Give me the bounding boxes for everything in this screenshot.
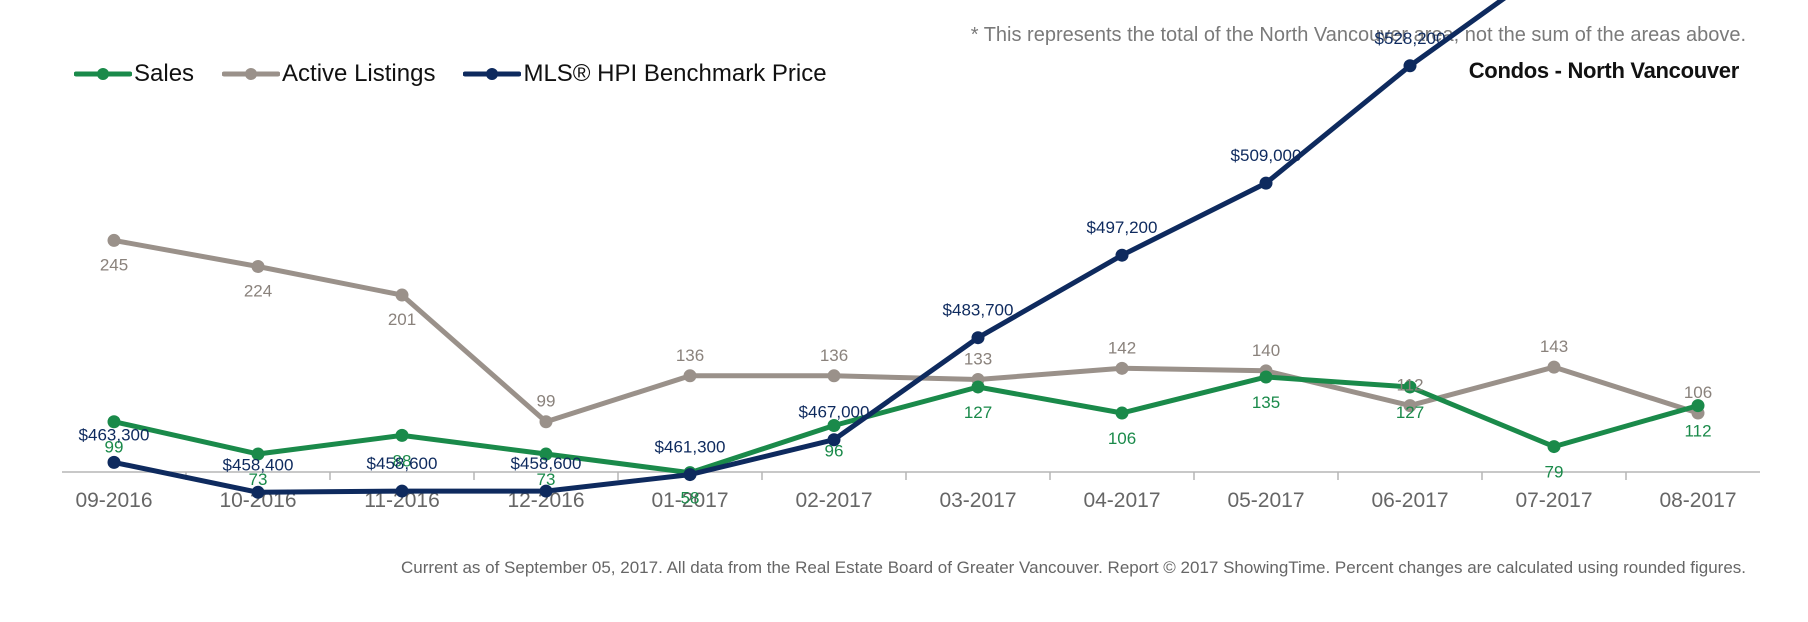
legend-item-benchmark-price: MLS® HPI Benchmark Price bbox=[463, 60, 827, 88]
sales-data-label: 96 bbox=[825, 441, 844, 460]
listings-data-label: 201 bbox=[388, 310, 416, 329]
price-point bbox=[107, 455, 121, 469]
x-tick-label: 03-2017 bbox=[939, 489, 1016, 512]
sales-point bbox=[1403, 380, 1417, 394]
price-point bbox=[1403, 59, 1417, 73]
price-data-label: $458,600 bbox=[511, 454, 582, 473]
sales-data-label: 73 bbox=[537, 470, 556, 489]
x-tick-label: 09-2016 bbox=[75, 489, 152, 512]
listings-data-label: 140 bbox=[1252, 341, 1280, 360]
sales-series-line bbox=[111, 374, 1701, 476]
listings-point bbox=[539, 415, 553, 429]
x-tick-label: 05-2017 bbox=[1227, 489, 1304, 512]
listings-point bbox=[1403, 399, 1417, 413]
price-series-line bbox=[111, 0, 1507, 495]
x-tick-label: 04-2017 bbox=[1083, 489, 1160, 512]
legend-label-benchmark-price: MLS® HPI Benchmark Price bbox=[523, 60, 827, 87]
sales-data-label: 127 bbox=[1396, 403, 1424, 422]
price-data-label: $463,300 bbox=[79, 425, 150, 444]
listings-data-label: 112 bbox=[1396, 376, 1423, 395]
sales-data-label: 112 bbox=[1684, 422, 1711, 441]
price-data-label: $461,300 bbox=[655, 438, 726, 457]
chart-title: Condos - North Vancouver bbox=[1468, 58, 1740, 83]
sales-data-label: 127 bbox=[964, 403, 992, 422]
sales-point bbox=[1691, 399, 1705, 413]
listings-data-label: 224 bbox=[244, 281, 272, 300]
listings-point bbox=[251, 259, 265, 273]
price-point bbox=[539, 484, 553, 498]
sales-data-label: 79 bbox=[1545, 463, 1564, 482]
x-tick-label: 01-2017 bbox=[651, 489, 728, 512]
listings-data-label: 245 bbox=[100, 255, 128, 274]
price-data-label: $528,200 bbox=[1375, 29, 1446, 48]
chart-legend: Sales Active Listings MLS® HPI Benchmark… bbox=[74, 60, 827, 88]
price-point bbox=[827, 433, 841, 447]
sales-point bbox=[1259, 370, 1273, 384]
listings-point bbox=[395, 288, 409, 302]
legend-swatch-active-listings bbox=[222, 68, 281, 80]
sales-point bbox=[251, 447, 265, 461]
listings-point bbox=[107, 233, 121, 247]
sales-point bbox=[1115, 406, 1129, 420]
x-tick-label: 10-2016 bbox=[219, 489, 296, 512]
price-point bbox=[971, 331, 985, 345]
legend-swatch-sales bbox=[74, 68, 132, 80]
legend-label-active-listings: Active Listings bbox=[282, 60, 436, 87]
chart-note: * This represents the total of the North… bbox=[970, 24, 1746, 46]
sales-point bbox=[971, 380, 985, 394]
sales-data-label: 99 bbox=[105, 438, 124, 457]
price-data-label: $483,700 bbox=[943, 301, 1014, 320]
legend-item-active-listings: Active Listings bbox=[222, 60, 435, 88]
price-point bbox=[251, 485, 265, 499]
price-data-label: $497,200 bbox=[1087, 218, 1158, 237]
price-point bbox=[1259, 176, 1273, 190]
listings-data-label: 136 bbox=[820, 346, 848, 365]
listings-data-label: 99 bbox=[537, 392, 556, 411]
sales-point bbox=[827, 418, 841, 432]
price-data-label: $467,000 bbox=[799, 403, 870, 422]
listings-data-label: 143 bbox=[1540, 337, 1568, 356]
listings-data-label: 136 bbox=[676, 346, 704, 365]
price-data-label: $458,600 bbox=[367, 454, 438, 473]
chart-footer: Current as of September 05, 2017. All da… bbox=[401, 558, 1746, 577]
listings-point bbox=[683, 369, 697, 383]
listings-point bbox=[827, 369, 841, 383]
sales-data-label: 73 bbox=[249, 470, 268, 489]
sales-point bbox=[1547, 440, 1561, 454]
listings-series-line bbox=[111, 237, 1701, 425]
sales-point bbox=[395, 428, 409, 442]
legend-label-sales: Sales bbox=[134, 60, 195, 87]
price-point bbox=[395, 484, 409, 498]
price-point bbox=[683, 468, 697, 482]
x-tick-label: 06-2017 bbox=[1371, 489, 1448, 512]
price-data-label: $509,000 bbox=[1231, 146, 1302, 165]
legend-item-sales: Sales bbox=[74, 60, 194, 88]
sales-point bbox=[539, 447, 553, 461]
sales-data-label: 58 bbox=[681, 489, 700, 508]
sales-data-label: 106 bbox=[1108, 429, 1136, 448]
x-tick-label: 07-2017 bbox=[1515, 489, 1592, 512]
sales-point bbox=[107, 415, 121, 429]
legend-swatch-benchmark-price bbox=[463, 68, 522, 80]
listings-point bbox=[1115, 361, 1129, 375]
price-data-label: $458,400 bbox=[223, 455, 294, 474]
price-point bbox=[1115, 248, 1129, 262]
listings-data-label: 133 bbox=[964, 350, 992, 369]
x-tick-label: 11-2016 bbox=[364, 489, 440, 512]
sales-data-label: 88 bbox=[393, 451, 412, 470]
listings-data-label: 142 bbox=[1108, 338, 1136, 357]
sales-data-label: 135 bbox=[1252, 393, 1280, 412]
listings-data-label: 106 bbox=[1684, 383, 1712, 402]
x-tick-label: 12-2016 bbox=[507, 489, 584, 512]
x-tick-label: 08-2017 bbox=[1659, 489, 1736, 512]
listings-point bbox=[1547, 360, 1561, 374]
x-tick-label: 02-2017 bbox=[795, 489, 872, 512]
